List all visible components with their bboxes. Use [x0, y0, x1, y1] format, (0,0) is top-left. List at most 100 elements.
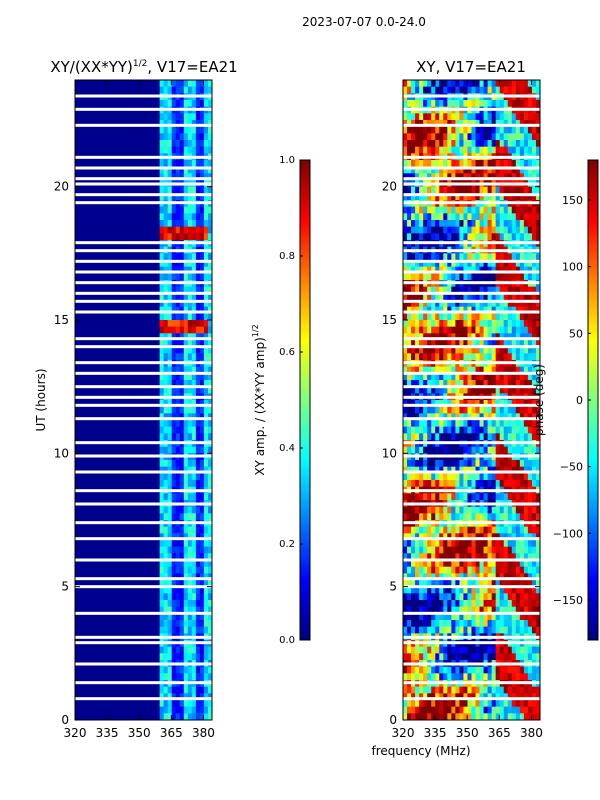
p1-cell	[183, 233, 189, 241]
p2-cell	[419, 366, 424, 374]
p1-cell	[171, 126, 177, 134]
p2-cell	[411, 533, 416, 541]
p2-cell	[459, 333, 464, 341]
p2-cell	[407, 513, 412, 521]
p2-cell	[487, 340, 492, 347]
p2-cell	[459, 513, 464, 521]
p2-cell	[467, 406, 472, 414]
p2-cell	[459, 460, 464, 467]
p2-cell	[467, 326, 472, 334]
p2-cell	[459, 173, 464, 181]
p1-cell	[183, 386, 189, 394]
p1-cell	[183, 586, 189, 594]
p2-cell	[507, 333, 513, 341]
p2-cell	[431, 146, 436, 154]
p2-cell	[455, 533, 460, 541]
p2-cell	[487, 653, 492, 661]
p2-cell	[407, 686, 412, 694]
phase-colorbar-tick-label: −100	[553, 527, 583, 540]
p1-cell	[175, 580, 181, 587]
p2-cell	[471, 666, 476, 674]
p2-cell	[519, 133, 525, 141]
p2-cell	[427, 366, 432, 374]
p2-cell	[507, 413, 513, 421]
p1-cell	[207, 473, 213, 481]
p1-cell	[199, 586, 205, 594]
p1-cell	[179, 613, 185, 621]
p2-cell	[467, 333, 472, 341]
p1-cell	[207, 480, 213, 487]
p2-cell	[531, 546, 537, 554]
p1-cell	[159, 226, 164, 234]
p2-cell	[523, 553, 529, 561]
p2-cell	[443, 113, 448, 121]
p2-cell	[535, 113, 541, 121]
p1-cell	[167, 566, 173, 574]
p1-cell	[199, 313, 205, 321]
p2-cell	[407, 540, 412, 547]
p2-cell	[531, 673, 537, 681]
amplitude-colorbar-tick-label: 0.8	[279, 251, 295, 262]
p2-cell	[451, 653, 456, 661]
p2-cell	[435, 266, 440, 274]
p2-cell	[507, 380, 513, 387]
p1-cell	[163, 406, 168, 414]
p1-cell	[183, 120, 189, 127]
p2-cell	[527, 560, 533, 567]
p2-cell	[511, 446, 517, 454]
p2-cell	[483, 700, 488, 707]
p1-cell	[183, 560, 189, 567]
p2-cell	[411, 86, 416, 94]
p2-cell	[423, 253, 428, 261]
p2-cell	[515, 260, 521, 267]
p2-cell	[475, 546, 480, 554]
p1-cell	[163, 80, 168, 87]
p2-cell	[463, 560, 468, 567]
p2-cell	[487, 86, 492, 94]
p2-cell	[471, 473, 476, 481]
p2-cell	[455, 593, 460, 601]
p1-cell	[191, 373, 197, 381]
p2-cell	[423, 600, 428, 607]
p1-cell	[207, 686, 213, 694]
p2-cell	[535, 480, 541, 487]
p1-cell	[179, 140, 185, 147]
p2-cell	[531, 700, 537, 707]
p2-cell	[415, 526, 420, 534]
p2-cell	[423, 146, 428, 154]
p2-cell	[459, 566, 464, 574]
p2-cell	[515, 413, 521, 421]
p2-cell	[455, 626, 460, 634]
p1-cell	[159, 400, 164, 407]
p2-cell	[467, 400, 472, 407]
p1-cell	[187, 233, 193, 241]
p2-cell	[435, 426, 440, 434]
p1-cell	[191, 526, 197, 534]
p2-cell	[467, 193, 472, 201]
p2-cell	[463, 653, 468, 661]
p2-cell	[475, 686, 480, 694]
p2-cell	[427, 113, 432, 121]
p1-cell	[171, 340, 177, 347]
p2-cell	[403, 480, 408, 487]
p1-cell	[203, 653, 209, 661]
p2-cell	[475, 586, 480, 594]
p1-cell	[183, 553, 189, 561]
p2-cell	[431, 646, 436, 654]
p2-cell	[407, 493, 412, 501]
p2-cell	[427, 480, 432, 487]
p2-cell	[435, 666, 440, 674]
p1-cell	[207, 560, 213, 567]
p2-cell	[451, 233, 456, 241]
p2-cell	[483, 340, 488, 347]
p2-cell	[511, 626, 517, 634]
p1-cell	[179, 260, 185, 267]
p1-cell	[167, 146, 173, 154]
p2-cell	[423, 233, 428, 241]
p1-cell	[179, 580, 185, 587]
p1-cell	[195, 460, 201, 467]
p1-gap-row	[75, 417, 212, 421]
p1-cell	[203, 233, 209, 241]
p2-cell	[527, 160, 533, 167]
